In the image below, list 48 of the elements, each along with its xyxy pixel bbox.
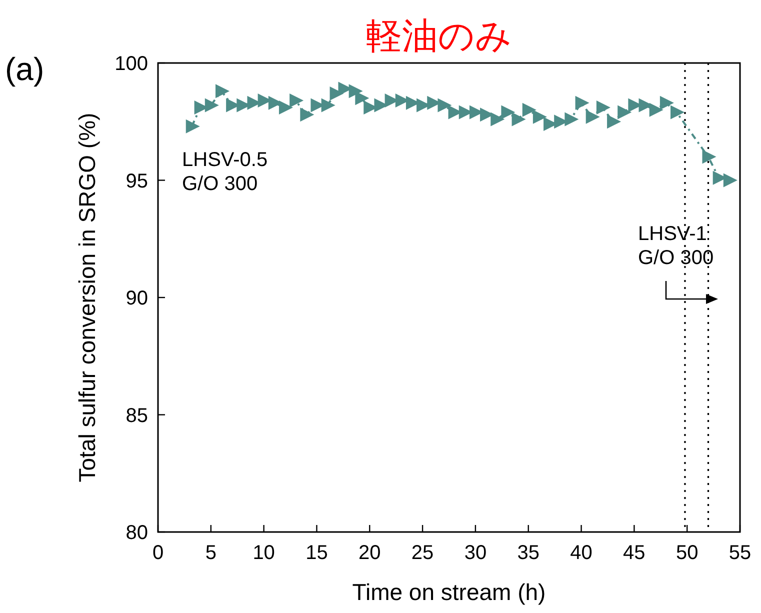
point [607,114,622,129]
point [438,98,452,112]
point [723,173,738,188]
x-tick-label: 15 [306,542,328,564]
point [512,112,526,126]
x-tick-label: 50 [676,542,698,564]
point [186,119,200,134]
y-axis-title: Total sulfur conversion in SRGO (%) [74,112,100,482]
point [649,102,664,117]
annotation: LHSV-0.5 G/O 300 [182,149,268,195]
x-tick-label: 20 [358,542,381,564]
point [204,98,219,112]
point [501,105,516,120]
y-tick-label: 95 [126,170,148,192]
point [490,112,505,126]
point [278,100,293,115]
point [575,96,590,110]
point [618,105,632,120]
x-tick-label: 55 [728,542,752,564]
x-tick-label: 35 [517,542,540,564]
point [300,108,314,122]
x-tick-label: 40 [570,542,592,564]
x-axis-title: Time on stream (h) [352,579,546,605]
x-tick-label: 25 [411,542,434,564]
y-tick-label: 90 [126,288,148,310]
point [564,112,579,126]
point [321,98,336,112]
x-tick-label: 30 [464,542,487,564]
point [596,100,610,115]
x-tick-label: 45 [623,542,646,564]
y-tick-label: 100 [114,53,148,75]
x-tick-label: 0 [152,542,164,564]
point [702,150,716,164]
y-tick-label: 85 [126,404,148,427]
y-tick-label: 80 [126,522,148,544]
point [660,96,674,110]
chart-title: 軽油のみ [366,15,512,56]
x-tick-label: 10 [252,542,275,564]
point [532,110,547,124]
annotation: LHSV-1 G/O 300 [638,223,714,269]
point [290,94,304,108]
point [522,102,536,117]
x-tick-label: 5 [205,542,216,564]
point [670,105,685,120]
point [215,84,230,98]
point [355,91,370,106]
text: (a) [5,51,44,87]
point [586,110,600,124]
